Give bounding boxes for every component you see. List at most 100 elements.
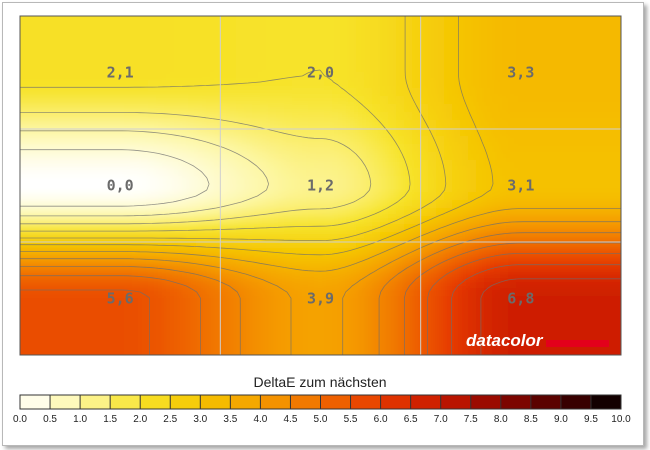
heatmap-cell	[60, 328, 69, 337]
heatmap-cell	[212, 32, 221, 41]
heatmap-cell	[468, 144, 477, 153]
heatmap-cell	[36, 184, 45, 193]
heatmap-cell	[404, 280, 413, 289]
heatmap-cell	[124, 104, 133, 113]
heatmap-cell	[500, 112, 509, 121]
heatmap-cell	[548, 24, 557, 33]
heatmap-cell	[44, 216, 53, 225]
heatmap-cell	[508, 168, 517, 177]
heatmap-cell	[68, 48, 77, 57]
heatmap-cell	[148, 320, 157, 329]
colorbar-segment	[170, 395, 201, 409]
heatmap-cell	[300, 296, 309, 305]
heatmap-cell	[124, 272, 133, 281]
heatmap-cell	[188, 344, 197, 353]
heatmap-cell	[68, 328, 77, 337]
heatmap-cell	[116, 40, 125, 49]
heatmap-cell	[420, 136, 429, 145]
heatmap-cell	[60, 104, 69, 113]
heatmap-cell	[92, 48, 101, 57]
heatmap-cell	[68, 128, 77, 137]
heatmap-cell	[588, 296, 597, 305]
heatmap-cell	[316, 144, 325, 153]
heatmap-cell	[228, 40, 237, 49]
heatmap-cell	[572, 312, 581, 321]
heatmap-cell	[84, 160, 93, 169]
heatmap-cell	[300, 24, 309, 33]
heatmap-cell	[556, 72, 565, 81]
heatmap-cell	[332, 208, 341, 217]
heatmap-cell	[364, 152, 373, 161]
heatmap-cell	[588, 240, 597, 249]
heatmap-cell	[308, 344, 317, 353]
cell-value-label: 3,3	[507, 64, 534, 82]
heatmap-cell	[228, 192, 237, 201]
heatmap-cell	[532, 248, 541, 257]
heatmap-cell	[124, 88, 133, 97]
heatmap-cell	[244, 136, 253, 145]
heatmap-cell	[420, 248, 429, 257]
heatmap-cell	[316, 16, 325, 25]
heatmap-cell	[260, 152, 269, 161]
heatmap-cell	[604, 40, 613, 49]
heatmap-cell	[492, 336, 501, 345]
heatmap-cell	[196, 144, 205, 153]
heatmap-cell	[516, 80, 525, 89]
heatmap-cell	[468, 344, 477, 353]
heatmap-cell	[68, 264, 77, 273]
heatmap-cell	[132, 296, 141, 305]
heatmap-cell	[468, 304, 477, 313]
heatmap-cell	[132, 208, 141, 217]
heatmap-cell	[28, 328, 37, 337]
heatmap-cell	[116, 264, 125, 273]
heatmap-cell	[292, 288, 301, 297]
cell-value-label: 3,1	[507, 177, 534, 195]
heatmap-cell	[476, 48, 485, 57]
heatmap-cell	[340, 352, 349, 355]
heatmap-cell	[340, 176, 349, 185]
heatmap-cell	[580, 32, 589, 41]
heatmap-cell	[148, 360, 157, 369]
heatmap-cell	[300, 96, 309, 105]
heatmap-cell	[404, 48, 413, 57]
heatmap-cell	[60, 256, 69, 265]
heatmap-cell	[252, 280, 261, 289]
heatmap-cell	[20, 192, 29, 201]
heatmap-cell	[84, 256, 93, 265]
heatmap-cell	[196, 240, 205, 249]
heatmap-cell	[492, 16, 501, 25]
heatmap-cell	[260, 176, 269, 185]
heatmap-cell	[244, 56, 253, 65]
heatmap-cell	[380, 240, 389, 249]
heatmap-cell	[356, 360, 365, 369]
heatmap-cell	[572, 344, 581, 353]
heatmap-cell	[244, 248, 253, 257]
heatmap-cell	[300, 80, 309, 89]
heatmap-cell	[540, 160, 549, 169]
heatmap-cell	[164, 296, 173, 305]
heatmap-cell	[156, 240, 165, 249]
heatmap-cell	[428, 32, 437, 41]
heatmap-cell	[388, 168, 397, 177]
heatmap-cell	[252, 168, 261, 177]
heatmap-cell	[204, 72, 213, 81]
heatmap-cell	[548, 344, 557, 353]
heatmap-cell	[604, 280, 613, 289]
heatmap-cell	[476, 136, 485, 145]
heatmap-cell	[588, 160, 597, 169]
heatmap-cell	[92, 144, 101, 153]
heatmap-cell	[196, 56, 205, 65]
heatmap-cell	[476, 272, 485, 281]
heatmap-cell	[572, 136, 581, 145]
heatmap-cell	[164, 240, 173, 249]
heatmap-cell	[348, 192, 357, 201]
heatmap-cell	[148, 184, 157, 193]
heatmap-cell	[332, 56, 341, 65]
heatmap-cell	[76, 208, 85, 217]
heatmap-cell	[20, 32, 29, 41]
heatmap-cell	[548, 352, 557, 355]
heatmap-cell	[484, 224, 493, 233]
colorbar-segment	[140, 395, 171, 409]
heatmap-cell	[580, 80, 589, 89]
heatmap-cell	[84, 152, 93, 161]
